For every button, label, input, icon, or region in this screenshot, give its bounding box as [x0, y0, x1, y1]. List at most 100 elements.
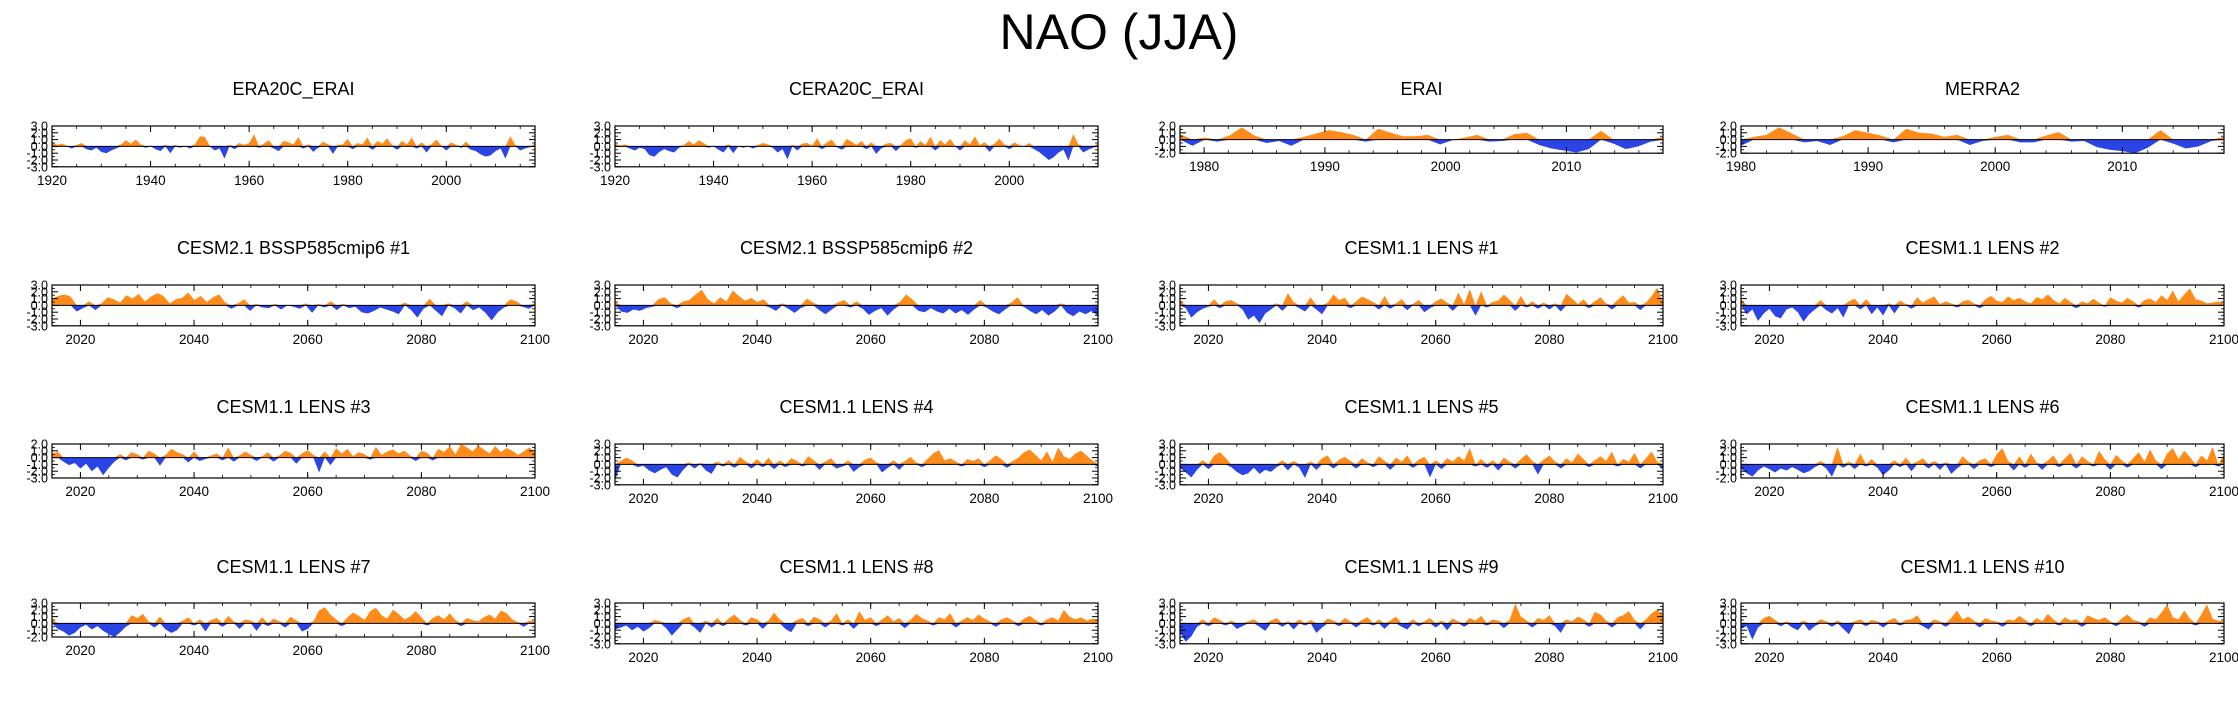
x-tick-label: 2020 [1754, 332, 1784, 347]
negative-anomaly-area [615, 464, 1098, 481]
x-tick-label: 2020 [65, 332, 95, 347]
y-tick-label: 0.0 [1159, 617, 1176, 631]
negative-anomaly-area [52, 305, 535, 321]
positive-anomaly-area [1741, 127, 2224, 140]
x-tick-label: 2060 [856, 491, 886, 506]
y-tick-label: 1.0 [31, 292, 48, 306]
positive-anomaly-area [1741, 604, 2224, 624]
negative-anomaly-area [1180, 139, 1663, 153]
y-tick-label: -2.0 [1154, 472, 1176, 486]
y-tick-label: 3.0 [1159, 279, 1176, 293]
y-tick-label: -3.0 [589, 478, 611, 492]
y-tick-label: 1.0 [31, 610, 48, 624]
y-tick-label: 3.0 [31, 279, 48, 293]
y-tick-label: 1.0 [1159, 451, 1176, 465]
y-tick-label: 2.0 [594, 603, 611, 617]
negative-anomaly-area [52, 457, 535, 476]
y-tick-label: -1.0 [26, 458, 48, 472]
x-tick-label: 2000 [431, 173, 461, 188]
x-tick-label: 2060 [1421, 491, 1451, 506]
y-tick-label: 2.0 [1159, 603, 1176, 617]
x-tick-label: 2040 [1307, 491, 1337, 506]
y-tick-label: -3.0 [1715, 319, 1737, 333]
positive-anomaly-area [1741, 446, 2224, 465]
y-tick-label: 3.0 [1720, 438, 1737, 452]
y-tick-label: -2.0 [26, 154, 48, 168]
x-tick-label: 2000 [1980, 159, 2010, 174]
negative-anomaly-area [52, 146, 535, 159]
x-tick-label: 2080 [406, 484, 436, 499]
y-tick-label: -1.0 [1715, 140, 1737, 154]
x-tick-label: 2080 [1534, 650, 1564, 665]
y-tick-label: -3.0 [589, 319, 611, 333]
x-tick-label: 2080 [1534, 491, 1564, 506]
y-tick-label: -2.0 [1715, 147, 1737, 161]
x-tick-label: 2100 [520, 484, 550, 499]
y-tick-label: 2.0 [1720, 120, 1737, 134]
y-tick-label: -2.0 [1715, 472, 1737, 486]
y-tick-label: -1.0 [1715, 306, 1737, 320]
y-tick-label: 1.0 [31, 133, 48, 147]
x-tick-label: 2020 [628, 491, 658, 506]
negative-anomaly-area [615, 305, 1098, 317]
x-tick-label: 2060 [1421, 332, 1451, 347]
x-tick-label: 2010 [1551, 159, 1581, 174]
y-tick-label: 0.0 [1720, 617, 1737, 631]
positive-anomaly-area [615, 609, 1098, 624]
negative-anomaly-area [1741, 305, 2224, 322]
y-tick-label: 2.0 [1720, 285, 1737, 299]
x-tick-label: 2060 [1982, 650, 2012, 665]
y-tick-label: -2.0 [26, 631, 48, 645]
x-tick-label: 2040 [1868, 650, 1898, 665]
y-tick-label: 0.0 [31, 451, 48, 465]
y-tick-label: -3.0 [26, 160, 48, 174]
y-tick-label: -1.0 [1715, 465, 1737, 479]
x-tick-label: 2080 [969, 491, 999, 506]
positive-anomaly-area [52, 292, 535, 306]
x-tick-label: 2080 [406, 332, 436, 347]
y-tick-label: 2.0 [31, 438, 48, 452]
x-tick-label: 2040 [1307, 332, 1337, 347]
panel-title: CESM1.1 LENS #7 [216, 557, 370, 577]
positive-anomaly-area [1180, 448, 1663, 465]
x-tick-label: 2060 [293, 643, 323, 658]
positive-anomaly-area [615, 447, 1098, 465]
positive-anomaly-area [1180, 287, 1663, 306]
x-tick-label: 1980 [1189, 159, 1219, 174]
x-tick-label: 2020 [1754, 650, 1784, 665]
y-tick-label: 3.0 [31, 597, 48, 611]
y-tick-label: -1.0 [26, 147, 48, 161]
y-tick-label: -2.0 [1715, 313, 1737, 327]
y-tick-label: 0.0 [1720, 133, 1737, 147]
y-tick-label: 1.0 [594, 451, 611, 465]
x-tick-label: 2040 [1307, 650, 1337, 665]
y-tick-label: 3.0 [1159, 438, 1176, 452]
panel-title: CESM2.1 BSSP585cmip6 #1 [177, 238, 410, 258]
x-tick-label: 2040 [1868, 332, 1898, 347]
panel-title: ERAI [1400, 79, 1442, 99]
negative-anomaly-area [1741, 139, 2224, 154]
panel-title: CESM1.1 LENS #2 [1905, 238, 2059, 258]
y-tick-label: -1.0 [1154, 624, 1176, 638]
y-tick-label: 2.0 [1720, 603, 1737, 617]
y-tick-label: -3.0 [589, 637, 611, 651]
x-tick-label: 2040 [742, 491, 772, 506]
positive-anomaly-area [52, 444, 535, 458]
positive-anomaly-area [1180, 603, 1663, 624]
y-tick-label: 0.0 [31, 299, 48, 313]
y-tick-label: -2.0 [1154, 313, 1176, 327]
y-tick-label: -1.0 [26, 624, 48, 638]
y-tick-label: 2.0 [31, 603, 48, 617]
x-tick-label: 2080 [1534, 332, 1564, 347]
x-tick-label: 1990 [1853, 159, 1883, 174]
positive-anomaly-area [615, 134, 1098, 147]
y-tick-label: -1.0 [1154, 140, 1176, 154]
y-tick-label: 1.0 [1159, 292, 1176, 306]
panel-title: CESM1.1 LENS #9 [1344, 557, 1498, 577]
